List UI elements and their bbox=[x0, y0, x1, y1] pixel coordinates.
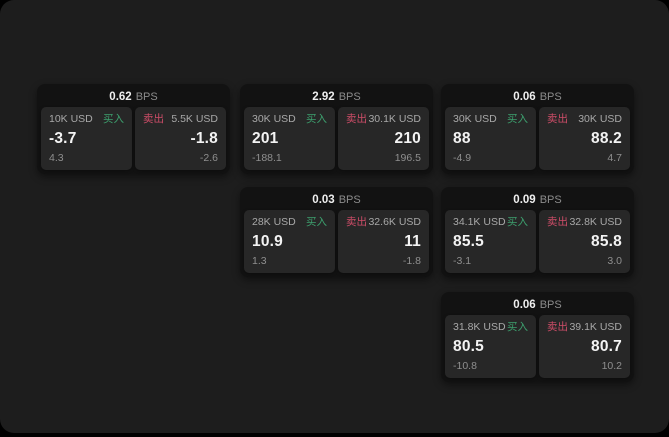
buy-delta: 1.3 bbox=[252, 255, 267, 267]
spread-unit: BPS bbox=[539, 298, 562, 311]
sell-price: 85.8 bbox=[591, 233, 622, 250]
buy-amount: 10K USD bbox=[49, 113, 93, 125]
spread-value: 2.92 bbox=[312, 90, 335, 103]
buy-price: 80.5 bbox=[453, 338, 484, 355]
buy-label: 买入 bbox=[306, 113, 327, 125]
buy-label: 买入 bbox=[103, 113, 124, 125]
sell-label: 卖出 bbox=[547, 216, 568, 228]
sell-price: 210 bbox=[394, 130, 421, 147]
sell-delta: 10.2 bbox=[601, 360, 622, 372]
buy-amount: 31.8K USD bbox=[453, 321, 506, 333]
quote-card: 0.06 BPS 31.8K USD 买入 80.5 -10.8 卖出 39.1… bbox=[441, 292, 634, 382]
buy-delta: -10.8 bbox=[453, 360, 477, 372]
sell-price: 88.2 bbox=[591, 130, 622, 147]
sell-price: 11 bbox=[404, 233, 421, 250]
buy-amount: 30K USD bbox=[453, 113, 497, 125]
sell-quote-button[interactable]: 卖出 30.1K USD 210 196.5 bbox=[338, 107, 429, 170]
buy-quote-button[interactable]: 28K USD 买入 10.9 1.3 bbox=[244, 210, 335, 273]
sell-label: 卖出 bbox=[547, 113, 568, 125]
spread-value: 0.62 bbox=[109, 90, 132, 103]
buy-delta: 4.3 bbox=[49, 152, 64, 164]
sell-amount: 39.1K USD bbox=[569, 321, 622, 333]
buy-price: 10.9 bbox=[252, 233, 283, 250]
quote-card: 0.06 BPS 30K USD 买入 88 -4.9 卖出 30K USD 8… bbox=[441, 84, 634, 174]
spread-header: 0.03 BPS bbox=[240, 187, 433, 210]
buy-quote-button[interactable]: 31.8K USD 买入 80.5 -10.8 bbox=[445, 315, 536, 378]
quote-card: 0.62 BPS 10K USD 买入 -3.7 4.3 卖出 5.5K USD… bbox=[37, 84, 230, 174]
quote-card: 2.92 BPS 30K USD 买入 201 -188.1 卖出 30.1K … bbox=[240, 84, 433, 174]
spread-value: 0.03 bbox=[312, 193, 335, 206]
buy-delta: -3.1 bbox=[453, 255, 472, 267]
spread-value: 0.06 bbox=[513, 298, 536, 311]
buy-delta: -188.1 bbox=[252, 152, 282, 164]
sell-quote-button[interactable]: 卖出 39.1K USD 80.7 10.2 bbox=[539, 315, 630, 378]
sell-price: 80.7 bbox=[591, 338, 622, 355]
buy-label: 买入 bbox=[507, 321, 528, 333]
spread-header: 0.09 BPS bbox=[441, 187, 634, 210]
sell-amount: 32.6K USD bbox=[368, 216, 421, 228]
buy-price: 88 bbox=[453, 130, 471, 147]
spread-header: 0.06 BPS bbox=[441, 292, 634, 315]
buy-quote-button[interactable]: 30K USD 买入 88 -4.9 bbox=[445, 107, 536, 170]
sell-label: 卖出 bbox=[346, 216, 367, 228]
buy-price: 201 bbox=[252, 130, 279, 147]
quote-card: 0.03 BPS 28K USD 买入 10.9 1.3 卖出 32.6K US… bbox=[240, 187, 433, 277]
quote-card: 0.09 BPS 34.1K USD 买入 85.5 -3.1 卖出 32.8K… bbox=[441, 187, 634, 277]
buy-amount: 34.1K USD bbox=[453, 216, 506, 228]
spread-value: 0.06 bbox=[513, 90, 536, 103]
sell-delta: 4.7 bbox=[607, 152, 622, 164]
spread-unit: BPS bbox=[135, 90, 158, 103]
sell-label: 卖出 bbox=[547, 321, 568, 333]
spread-header: 0.06 BPS bbox=[441, 84, 634, 107]
buy-quote-button[interactable]: 30K USD 买入 201 -188.1 bbox=[244, 107, 335, 170]
sell-amount: 30.1K USD bbox=[368, 113, 421, 125]
buy-price: 85.5 bbox=[453, 233, 484, 250]
sell-quote-button[interactable]: 卖出 32.6K USD 11 -1.8 bbox=[338, 210, 429, 273]
sell-amount: 30K USD bbox=[578, 113, 622, 125]
spread-unit: BPS bbox=[338, 90, 361, 103]
buy-amount: 30K USD bbox=[252, 113, 296, 125]
buy-amount: 28K USD bbox=[252, 216, 296, 228]
buy-label: 买入 bbox=[507, 113, 528, 125]
sell-amount: 32.8K USD bbox=[569, 216, 622, 228]
buy-quote-button[interactable]: 34.1K USD 买入 85.5 -3.1 bbox=[445, 210, 536, 273]
buy-quote-button[interactable]: 10K USD 买入 -3.7 4.3 bbox=[41, 107, 132, 170]
buy-label: 买入 bbox=[306, 216, 327, 228]
spread-header: 2.92 BPS bbox=[240, 84, 433, 107]
sell-amount: 5.5K USD bbox=[171, 113, 218, 125]
buy-delta: -4.9 bbox=[453, 152, 472, 164]
sell-quote-button[interactable]: 卖出 5.5K USD -1.8 -2.6 bbox=[135, 107, 226, 170]
spread-header: 0.62 BPS bbox=[37, 84, 230, 107]
sell-label: 卖出 bbox=[143, 113, 164, 125]
sell-delta: 3.0 bbox=[607, 255, 622, 267]
spread-unit: BPS bbox=[338, 193, 361, 206]
sell-quote-button[interactable]: 卖出 30K USD 88.2 4.7 bbox=[539, 107, 630, 170]
buy-label: 买入 bbox=[507, 216, 528, 228]
buy-price: -3.7 bbox=[49, 130, 77, 147]
sell-delta: 196.5 bbox=[394, 152, 421, 164]
sell-quote-button[interactable]: 卖出 32.8K USD 85.8 3.0 bbox=[539, 210, 630, 273]
sell-delta: -2.6 bbox=[199, 152, 218, 164]
spread-value: 0.09 bbox=[513, 193, 536, 206]
spread-unit: BPS bbox=[539, 90, 562, 103]
sell-price: -1.8 bbox=[190, 130, 218, 147]
sell-label: 卖出 bbox=[346, 113, 367, 125]
spread-unit: BPS bbox=[539, 193, 562, 206]
sell-delta: -1.8 bbox=[402, 255, 421, 267]
